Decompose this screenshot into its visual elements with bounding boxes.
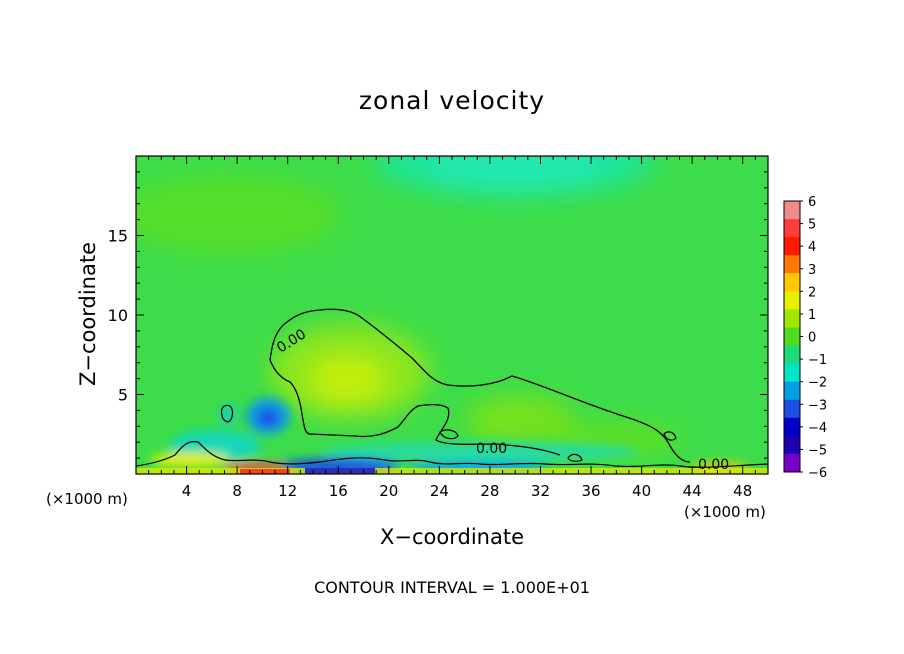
colorbar-swatch bbox=[784, 345, 800, 365]
surface-cold-spot bbox=[305, 468, 375, 474]
colorbar-label: −1 bbox=[808, 353, 827, 368]
colorbar-swatch bbox=[784, 237, 800, 256]
colorbar-swatch bbox=[784, 327, 800, 347]
x-tick-label: 44 bbox=[683, 482, 702, 500]
small-contour-c bbox=[567, 453, 583, 462]
colorbar-swatch bbox=[784, 255, 800, 274]
colorbar-label: 5 bbox=[808, 218, 816, 233]
colorbar-swatch bbox=[784, 273, 800, 292]
colorbar-label: 3 bbox=[808, 263, 816, 278]
negative-pocket-core bbox=[257, 409, 279, 427]
x-tick-label: 40 bbox=[632, 482, 651, 500]
x-tick-label: 36 bbox=[581, 482, 600, 500]
x-tick-label: 12 bbox=[278, 482, 297, 500]
colorbar-swatch bbox=[784, 219, 800, 238]
surface-positive-a bbox=[150, 453, 230, 467]
x-axis-label: X−coordinate bbox=[380, 525, 524, 549]
x-tick-label: 4 bbox=[182, 482, 192, 500]
small-contour-a bbox=[220, 404, 234, 423]
colorbar-swatch bbox=[784, 309, 800, 328]
upper-left-region bbox=[136, 175, 340, 255]
colorbar-label: −3 bbox=[808, 398, 827, 413]
colorbar-swatch bbox=[784, 363, 800, 383]
colorbar-swatch bbox=[784, 291, 800, 310]
colorbar-label: 2 bbox=[808, 285, 816, 300]
colorbar-label: 4 bbox=[808, 240, 816, 255]
heatmap-field: 0.00 0.00 0.00 bbox=[136, 156, 768, 474]
y-tick-label: 5 bbox=[118, 386, 128, 405]
colorbar-swatch bbox=[784, 435, 800, 455]
zero-contour-lower bbox=[136, 441, 768, 468]
lower-negative-band bbox=[320, 442, 640, 462]
colorbar-label: −2 bbox=[808, 376, 827, 391]
contour-interval-note: CONTOUR INTERVAL = 1.000E+01 bbox=[314, 578, 590, 597]
colorbar-swatch bbox=[784, 399, 800, 419]
contour-label-3: 0.00 bbox=[698, 457, 729, 473]
positive-peak-region bbox=[310, 358, 386, 402]
colorbar-swatch bbox=[784, 201, 800, 220]
small-contour-d bbox=[663, 431, 677, 441]
chart-title: zonal velocity bbox=[358, 86, 546, 115]
contour-label-2: 0.00 bbox=[476, 441, 507, 457]
colorbar-label: 6 bbox=[808, 195, 816, 210]
colorbar-label: 1 bbox=[808, 308, 816, 323]
x-tick-label: 48 bbox=[733, 482, 752, 500]
colorbar-label: −6 bbox=[808, 466, 827, 481]
x-unit-right: (×1000 m) bbox=[684, 503, 766, 521]
x-tick-label: 20 bbox=[379, 482, 398, 500]
x-tick-label: 32 bbox=[531, 482, 550, 500]
colorbar-swatch bbox=[784, 381, 800, 401]
colorbar-swatch bbox=[784, 417, 800, 437]
surface-hot-spot bbox=[240, 469, 290, 474]
y-tick-label: 15 bbox=[108, 227, 128, 246]
x-tick-label: 16 bbox=[329, 482, 348, 500]
y-tick-label: 10 bbox=[108, 306, 128, 325]
zero-contour-main bbox=[269, 308, 691, 463]
colorbar-label: −4 bbox=[808, 421, 827, 436]
axis-ticks bbox=[136, 156, 768, 474]
colorbar: 6 5 4 3 2 1 0 −1 −2 −3 −4 −5 −6 bbox=[783, 195, 827, 481]
small-contour-b bbox=[439, 429, 459, 440]
colorbar-label: −5 bbox=[808, 443, 827, 458]
x-tick-label: 8 bbox=[232, 482, 242, 500]
x-unit-left: (×1000 m) bbox=[46, 490, 128, 508]
colorbar-label: 0 bbox=[808, 331, 816, 346]
x-tick-label: 28 bbox=[480, 482, 499, 500]
upper-jet-core bbox=[425, 156, 605, 190]
colorbar-swatch bbox=[784, 453, 800, 473]
x-tick-label: 24 bbox=[430, 482, 449, 500]
y-axis-label: Z−coordinate bbox=[76, 242, 100, 386]
